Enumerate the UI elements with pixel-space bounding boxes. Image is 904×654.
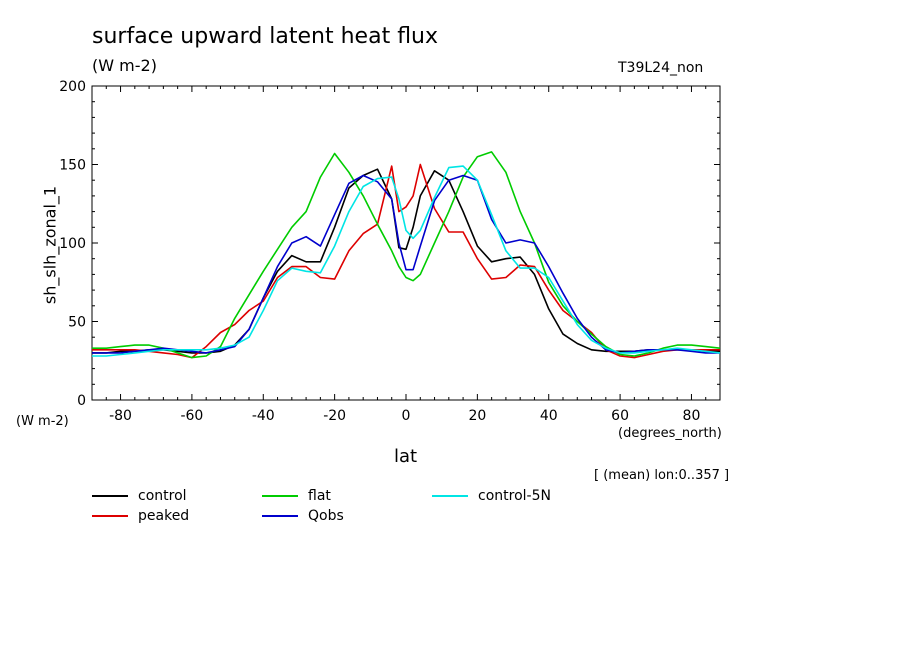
legend-swatch xyxy=(432,495,468,497)
series-line-control xyxy=(92,168,720,354)
x-tick-label: -20 xyxy=(323,408,346,424)
legend-swatch xyxy=(92,515,128,517)
x-tick-label: 0 xyxy=(402,408,411,424)
legend-label: peaked xyxy=(138,508,190,524)
legend-item: control xyxy=(92,487,187,505)
x-axis-label: lat xyxy=(394,446,418,467)
mean-note: [ (mean) lon:0..357 ] xyxy=(594,468,730,483)
chart-title: surface upward latent heat flux xyxy=(92,24,439,49)
series-line-flat xyxy=(92,151,721,359)
legend-item: Qobs xyxy=(262,507,344,525)
y-axis-unit: (W m-2) xyxy=(16,414,69,429)
x-tick-label: -40 xyxy=(252,408,275,424)
y-tick-label: 200 xyxy=(59,79,86,95)
legend-label: control xyxy=(138,488,187,504)
legend-item: flat xyxy=(262,487,331,505)
y-tick-label: 150 xyxy=(59,158,86,174)
y-tick-label: 0 xyxy=(77,393,86,409)
series-line-control-5n xyxy=(92,165,721,357)
legend-item: control-5N xyxy=(432,487,551,505)
x-tick-label: 40 xyxy=(540,408,558,424)
x-tick-label: 80 xyxy=(683,408,701,424)
series-line-qobs xyxy=(92,174,720,354)
legend-item: peaked xyxy=(92,507,189,525)
y-tick-label: 100 xyxy=(59,236,86,252)
legend-swatch xyxy=(92,495,128,497)
x-axis-unit: (degrees_north) xyxy=(618,426,722,441)
x-tick-label: 20 xyxy=(468,408,486,424)
chart-units: (W m-2) xyxy=(92,56,157,75)
legend-label: flat xyxy=(308,488,331,504)
legend-label: control-5N xyxy=(478,488,551,504)
x-tick-label: -80 xyxy=(109,408,132,424)
legend-swatch xyxy=(262,515,298,517)
x-tick-label: 60 xyxy=(611,408,629,424)
legend-swatch xyxy=(262,495,298,497)
series-line-peaked xyxy=(92,163,720,359)
y-tick-label: 50 xyxy=(68,315,86,331)
x-tick-label: -60 xyxy=(180,408,203,424)
experiment-label: T39L24_non xyxy=(618,60,704,76)
legend-label: Qobs xyxy=(308,508,344,524)
